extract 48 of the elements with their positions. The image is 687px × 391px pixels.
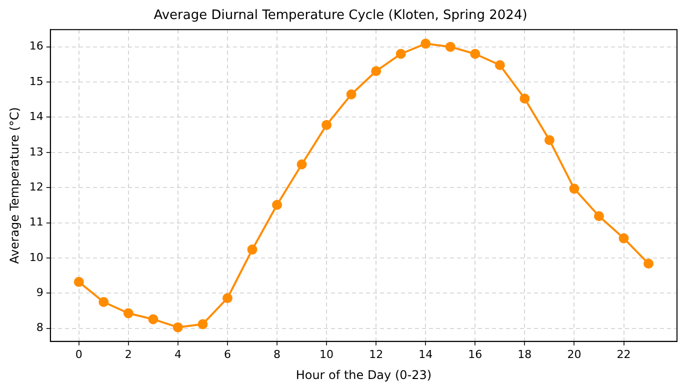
x-tick-label: 2: [124, 348, 132, 361]
point: [371, 66, 382, 76]
x-tick-label: 10: [320, 348, 334, 361]
x-tick-label: 14: [418, 348, 433, 361]
y-tick-label: 15: [29, 74, 44, 88]
point: [569, 184, 580, 194]
y-tick-label: 9: [36, 286, 44, 300]
x-tick-label: 18: [518, 348, 532, 361]
x-tick-label: 4: [174, 348, 182, 361]
point: [470, 48, 480, 59]
point: [296, 159, 307, 170]
y-axis-title: Average Temperature (°C): [7, 107, 22, 264]
point: [98, 296, 109, 307]
x-tick-label: 6: [224, 348, 231, 361]
point: [520, 94, 530, 104]
point: [322, 120, 332, 130]
x-tick-label: 0: [75, 348, 82, 361]
y-tick-label: 11: [29, 216, 44, 229]
point: [272, 200, 282, 210]
point: [247, 244, 258, 255]
point: [644, 258, 654, 269]
y-tick-label: 12: [29, 180, 44, 194]
y-tick-label: 14: [29, 110, 44, 124]
point: [198, 319, 208, 330]
point: [172, 322, 183, 332]
point: [544, 135, 554, 146]
point: [618, 233, 629, 244]
y-tick-label: 16: [29, 40, 44, 53]
y-tick-label: 10: [29, 250, 44, 264]
x-axis-title: Hour of the Day (0-23): [296, 368, 432, 382]
point: [445, 42, 456, 52]
x-tick-label: 8: [274, 348, 281, 361]
x-tick-label: 12: [369, 348, 384, 361]
point: [420, 38, 431, 49]
point: [148, 314, 158, 324]
y-tick-label: 8: [36, 321, 44, 334]
x-tick-label: 16: [468, 348, 482, 361]
point: [594, 211, 604, 222]
point: [222, 293, 232, 304]
y-tick-label: 13: [29, 145, 44, 158]
point: [494, 60, 505, 70]
x-tick-label: 22: [616, 348, 631, 361]
point: [123, 308, 134, 318]
chart-title: Average Diurnal Temperature Cycle (Kloten, Spring 2024): [154, 8, 528, 24]
point: [396, 48, 406, 59]
x-tick-label: 20: [567, 348, 582, 361]
point: [346, 89, 356, 100]
point: [74, 276, 84, 287]
